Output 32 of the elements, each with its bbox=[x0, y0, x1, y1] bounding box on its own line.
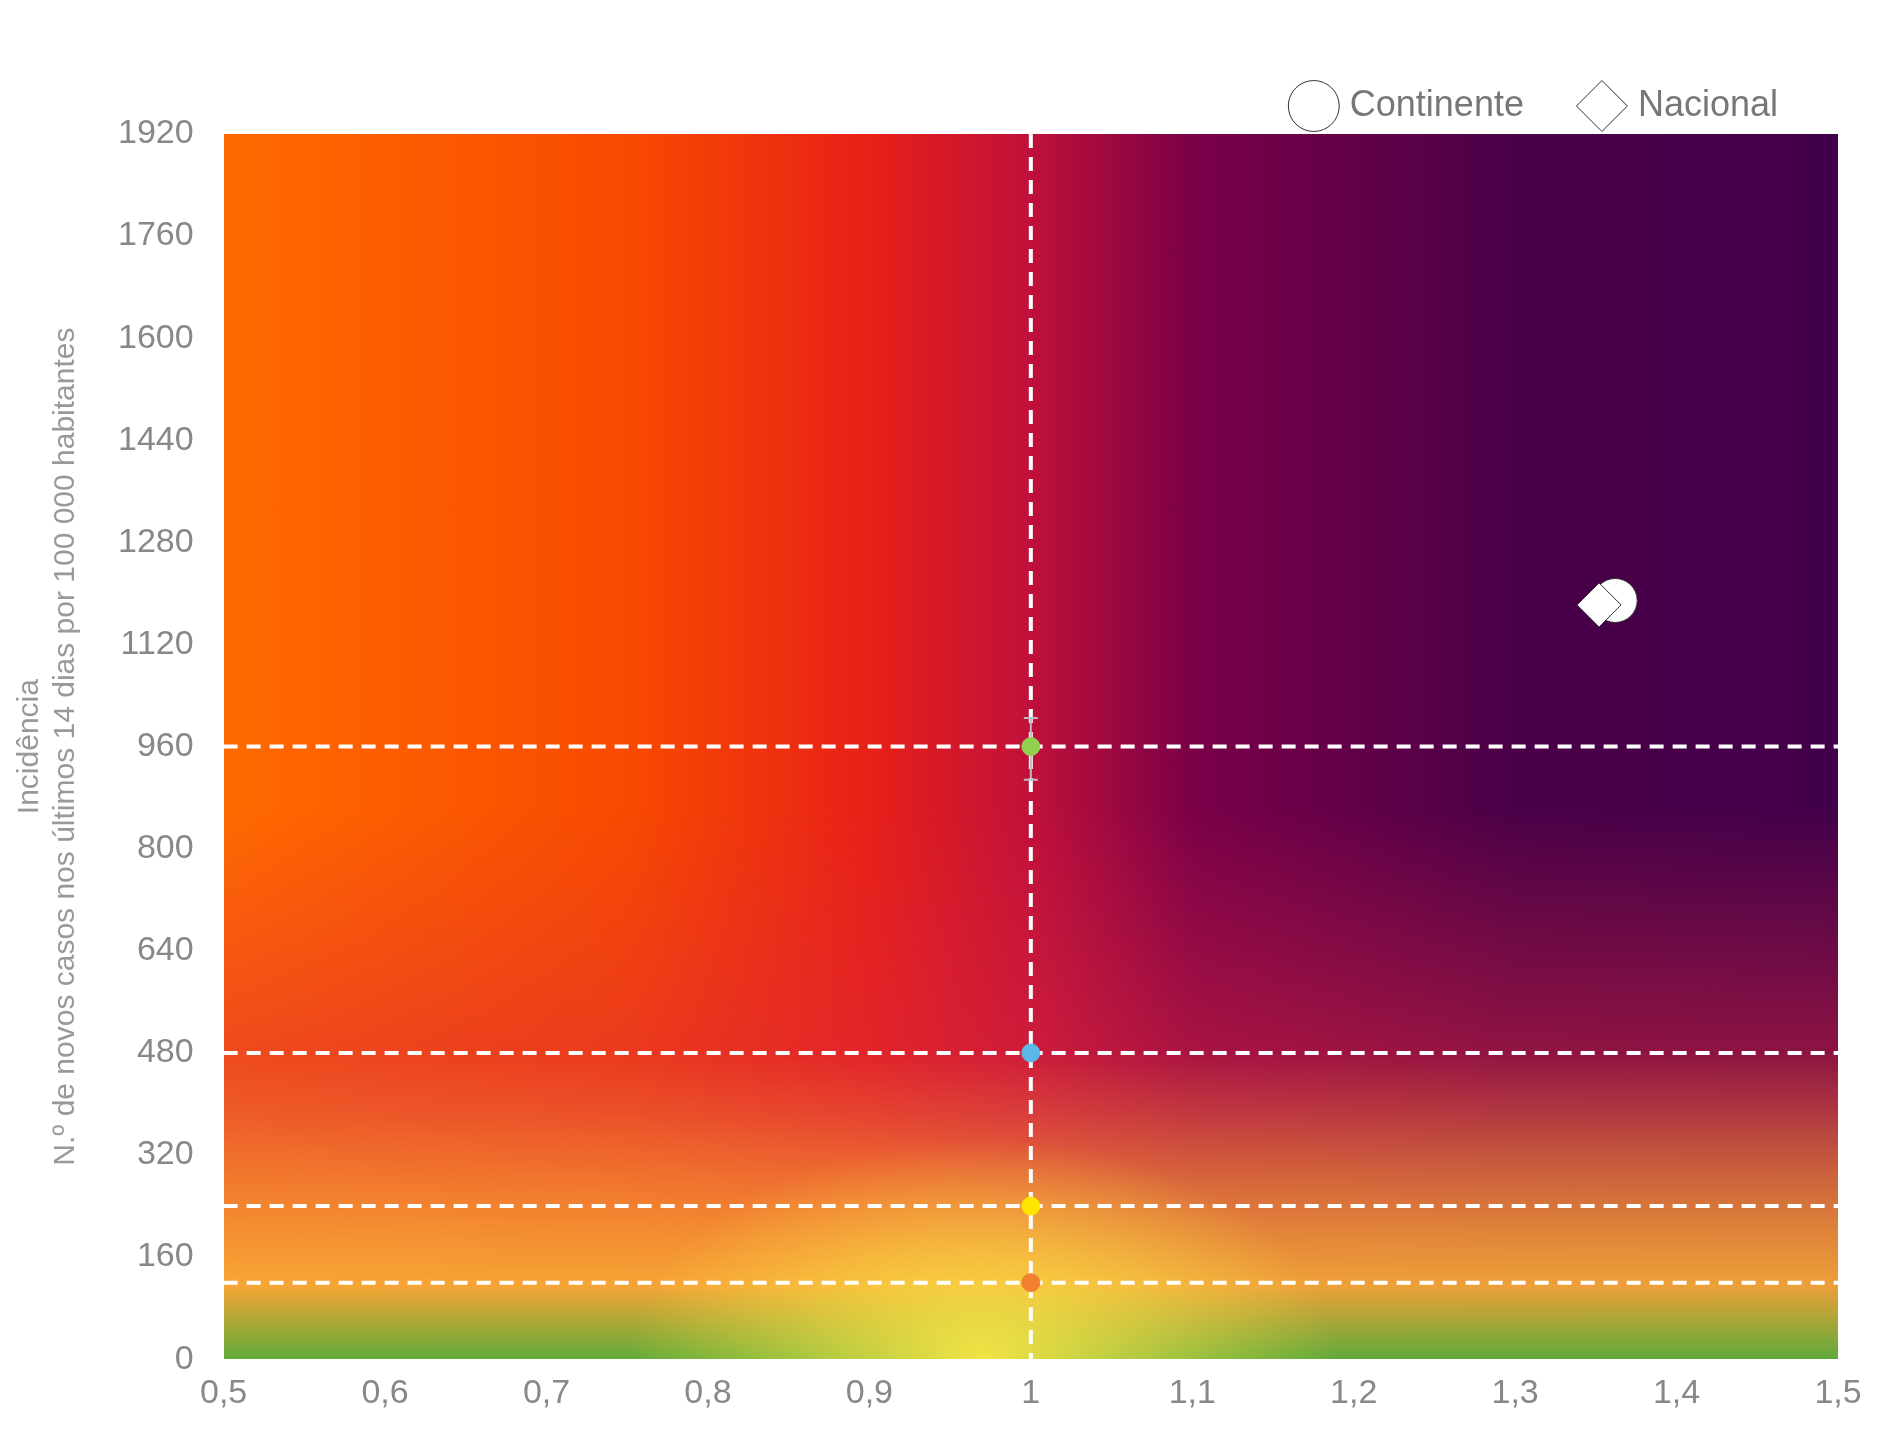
point bbox=[1021, 1196, 1041, 1216]
y-tick-label: 640 bbox=[136, 929, 194, 968]
x-tick-label: 0,6 bbox=[361, 1371, 409, 1410]
x-tick-label: 1,2 bbox=[1330, 1371, 1378, 1410]
y-tick-label: 1440 bbox=[118, 418, 194, 457]
y-tick-label: 1600 bbox=[118, 316, 194, 355]
x-tick-label: 0,5 bbox=[200, 1371, 248, 1410]
point bbox=[1021, 737, 1041, 757]
y-tick-label: 1760 bbox=[118, 214, 194, 253]
y-tick-label: 1280 bbox=[118, 520, 194, 559]
point bbox=[1021, 1043, 1041, 1063]
y-tick-label: 160 bbox=[136, 1235, 194, 1274]
point bbox=[1576, 582, 1622, 628]
y-tick-label: 800 bbox=[136, 827, 194, 866]
x-tick-label: 0,7 bbox=[522, 1371, 571, 1410]
y-tick-label: 1120 bbox=[120, 622, 194, 661]
legend-label: Continente bbox=[1349, 82, 1524, 124]
x-tick-label: 0,9 bbox=[845, 1371, 894, 1410]
x-tick-label: 1 bbox=[1021, 1371, 1041, 1410]
legend-label: Nacional bbox=[1637, 82, 1779, 124]
x-tick-label: 1,3 bbox=[1491, 1371, 1539, 1410]
y-tick-label: 960 bbox=[136, 724, 194, 763]
x-tick-label: 0,8 bbox=[684, 1371, 732, 1410]
x-tick-label: 1,1 bbox=[1168, 1371, 1216, 1410]
y-tick-label: 1920 bbox=[118, 112, 194, 151]
y-axis-title: Incidência N.º de novos casos nos últimos 14 dias por 100 000 habitantes bbox=[11, 327, 81, 1166]
y-tick-label: 480 bbox=[136, 1031, 194, 1070]
point bbox=[1021, 1273, 1041, 1293]
x-tick-label: 1,5 bbox=[1814, 1371, 1862, 1410]
y-tick-label: 0 bbox=[174, 1337, 194, 1376]
x-tick-label: 1,4 bbox=[1652, 1371, 1701, 1410]
y-tick-label: 320 bbox=[136, 1133, 194, 1172]
